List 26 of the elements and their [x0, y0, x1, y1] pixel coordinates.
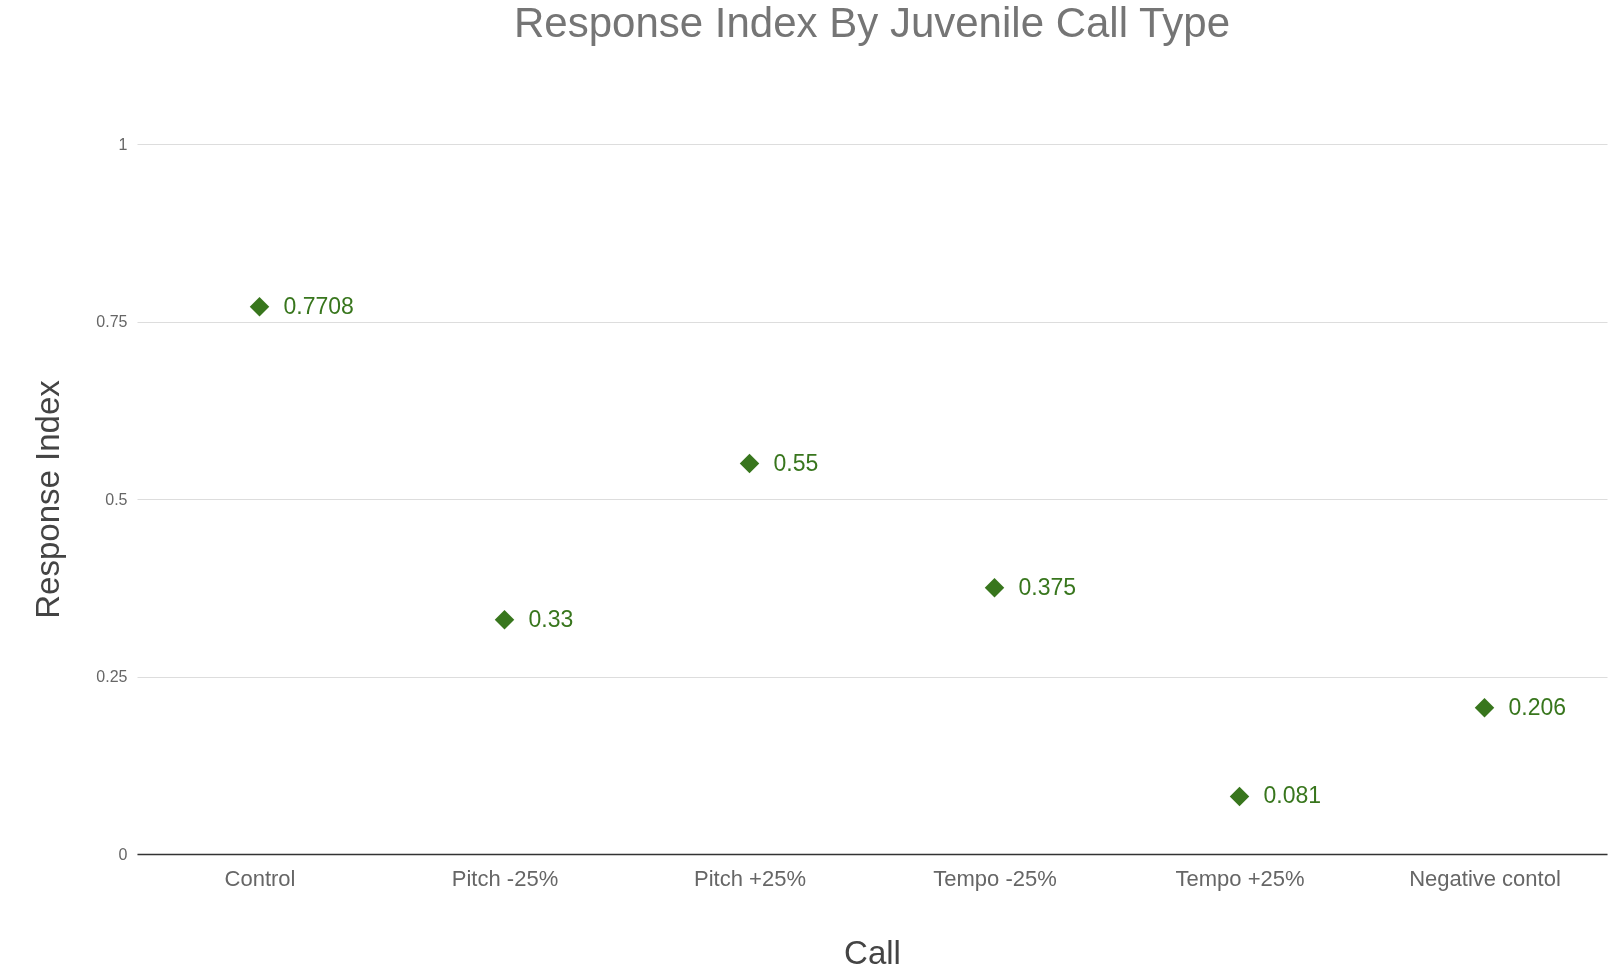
x-tick-label: Pitch +25% [694, 865, 806, 891]
x-tick-label: Negative contol [1409, 865, 1561, 891]
x-tick-label: Pitch -25% [451, 865, 559, 891]
x-tick-label: Tempo -25% [933, 865, 1057, 891]
chart-title: Response Index By Juvenile Call Type [514, 0, 1230, 46]
y-axis-title: Response Index [29, 379, 67, 619]
point [984, 578, 1005, 598]
data-label: 0.55 [773, 449, 819, 476]
data-label: 0.375 [1018, 573, 1077, 600]
y-tick-label: 0 [118, 845, 128, 863]
data-label: 0.7708 [283, 292, 354, 319]
point [739, 453, 760, 474]
point [1474, 697, 1495, 718]
point [1229, 786, 1250, 807]
x-tick-label: Control [224, 865, 296, 891]
point [249, 296, 270, 317]
y-tick-label: 0.25 [96, 668, 128, 685]
data-label: 0.206 [1508, 693, 1567, 720]
x-tick-label: Tempo +25% [1175, 865, 1305, 891]
y-tick-label: 1 [118, 135, 128, 153]
y-tick-label: 0.5 [105, 490, 128, 508]
x-axis-title: Call [844, 933, 901, 971]
y-tick-label: 0.75 [96, 313, 128, 330]
point [494, 609, 515, 630]
data-label: 0.081 [1263, 782, 1322, 809]
data-label: 0.33 [528, 605, 574, 632]
